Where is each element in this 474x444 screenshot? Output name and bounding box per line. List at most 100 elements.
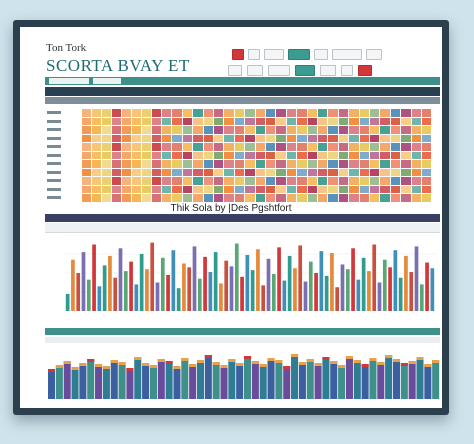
bar xyxy=(113,277,118,311)
bar xyxy=(81,252,86,311)
heatmap-cell xyxy=(349,143,359,151)
bar xyxy=(108,255,112,311)
heatmap-cell xyxy=(380,185,390,193)
settings-icon[interactable] xyxy=(248,49,260,60)
grid-icon[interactable] xyxy=(228,65,242,76)
heatmap-cell xyxy=(328,126,338,134)
toolbar2-button-red[interactable] xyxy=(358,65,372,76)
bar xyxy=(182,263,186,311)
heatmap-cell xyxy=(234,117,245,125)
heatmap-cell xyxy=(92,151,101,159)
bottom-bar-accent xyxy=(338,365,346,368)
heatmap-cell xyxy=(411,126,421,134)
heatmap-cell xyxy=(318,151,328,159)
heatmap-cell xyxy=(266,194,276,202)
bar xyxy=(398,277,403,311)
heatmap-cell xyxy=(276,177,286,185)
heatmap-cell xyxy=(224,117,234,125)
heatmap-cell xyxy=(370,134,380,142)
heatmap-cell xyxy=(266,126,276,134)
bottom-bar xyxy=(118,362,126,399)
bar xyxy=(404,255,408,311)
bottom-bar xyxy=(71,367,79,399)
bar xyxy=(86,279,91,311)
heatmap-cell xyxy=(132,151,141,159)
bottom-bar xyxy=(298,362,306,399)
heatmap-cell xyxy=(318,177,328,185)
heatmap-cell xyxy=(328,177,338,185)
bottom-bar-accent xyxy=(244,356,252,359)
toolbar-button-primary[interactable] xyxy=(288,49,310,60)
bottom-bar-accent xyxy=(134,357,142,360)
heatmap-cell xyxy=(122,160,131,168)
heatmap-cell xyxy=(142,117,151,125)
heatmap-cell xyxy=(182,160,193,168)
heatmap-cell xyxy=(401,126,411,134)
bottom-bar-accent xyxy=(55,365,63,368)
heatmap-cell xyxy=(162,194,172,202)
bottom-bar xyxy=(385,355,393,399)
heatmap-cell xyxy=(276,185,286,193)
heatmap-cell xyxy=(92,185,101,193)
heatmap-cell xyxy=(349,126,359,134)
bottom-bar-accent xyxy=(353,360,361,363)
heatmap-cell xyxy=(422,117,432,125)
heatmap-cell xyxy=(255,160,265,168)
heatmap-cell xyxy=(112,117,121,125)
close-icon[interactable] xyxy=(232,49,244,60)
bar xyxy=(118,248,123,311)
heatmap-cell xyxy=(193,143,203,151)
heatmap-cell xyxy=(338,168,349,176)
bar xyxy=(308,261,313,311)
heatmap-cell xyxy=(255,117,265,125)
bar xyxy=(229,266,234,311)
heatmap-cell xyxy=(102,109,111,117)
bottom-bar xyxy=(189,364,197,399)
heatmap-cell xyxy=(245,194,255,202)
bottom-bar xyxy=(275,360,283,399)
heatmap-cell xyxy=(307,143,317,151)
heatmap-cell xyxy=(152,126,161,134)
tab-1[interactable] xyxy=(49,78,89,84)
heatmap-cell xyxy=(203,185,213,193)
bottom-bar-accent xyxy=(71,367,79,370)
bottom-bar xyxy=(259,364,267,399)
toolbar-button-2[interactable] xyxy=(332,49,362,60)
heatmap-cell xyxy=(245,177,255,185)
heatmap-cell xyxy=(318,117,328,125)
bottom-bar xyxy=(330,361,338,399)
heatmap-cell xyxy=(359,143,369,151)
heatmap-cell xyxy=(102,168,111,176)
heatmap-cell xyxy=(92,126,101,134)
bottom-bar xyxy=(322,357,330,399)
bottom-bar-chart xyxy=(48,354,440,399)
toolbar-button-3[interactable] xyxy=(366,49,382,60)
bar xyxy=(208,272,213,311)
bottom-bar-accent xyxy=(110,360,118,363)
bottom-bar xyxy=(212,362,220,399)
heatmap-cell xyxy=(102,185,111,193)
heatmap-cell xyxy=(82,109,91,117)
heatmap-cell xyxy=(245,117,255,125)
heatmap-cell xyxy=(255,177,265,185)
heatmap-cell xyxy=(286,194,297,202)
bottom-bar xyxy=(306,359,314,399)
bar xyxy=(425,262,429,311)
heatmap-cell xyxy=(276,194,286,202)
bar xyxy=(92,244,96,311)
toolbar2-button-1[interactable] xyxy=(247,65,263,76)
toolbar-button-1[interactable] xyxy=(264,49,284,60)
heatmap-cell xyxy=(224,177,234,185)
share-icon[interactable] xyxy=(314,49,328,60)
toolbar2-button-2[interactable] xyxy=(268,65,290,76)
heatmap-cell xyxy=(162,117,172,125)
heatmap-cell xyxy=(307,134,317,142)
heatmap-cell xyxy=(112,168,121,176)
heatmap-cell xyxy=(349,177,359,185)
bottom-bar-accent xyxy=(298,362,306,365)
toolbar2-button-3[interactable] xyxy=(295,65,315,76)
heatmap-cell xyxy=(182,117,193,125)
menu-icon[interactable] xyxy=(341,65,353,76)
tab-2[interactable] xyxy=(93,78,121,84)
toolbar2-button-4[interactable] xyxy=(320,65,336,76)
